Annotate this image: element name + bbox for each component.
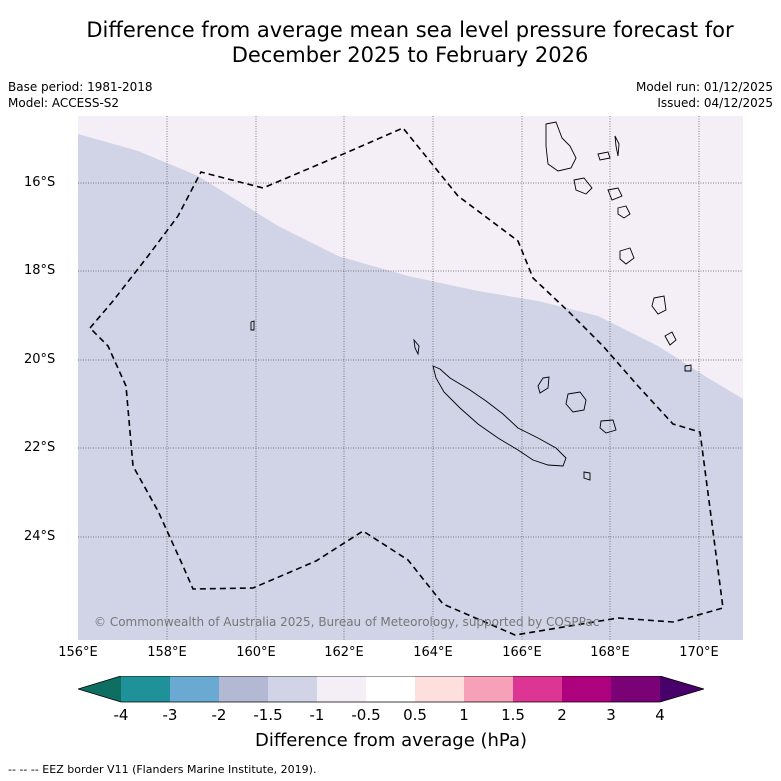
base-period: Base period: 1981-2018	[8, 80, 153, 94]
title-line-2: December 2025 to February 2026	[231, 43, 589, 67]
colorbar-bin-1-1-5	[464, 676, 513, 702]
matthew-island	[684, 364, 692, 372]
colorbar-bin-2-3	[562, 676, 611, 702]
lat-label-18s: 18°S	[24, 263, 56, 278]
colorbar-title: Difference from average (hPa)	[254, 730, 528, 751]
model-name: Model: ACCESS-S2	[8, 96, 120, 110]
colorbar-tick-minus1-5: -1.5	[253, 706, 283, 724]
colorbar-bin-0-5-1	[415, 676, 464, 702]
lat-label-24s: 24°S	[24, 529, 56, 544]
colorbar-tick-minus2: -2	[211, 706, 227, 724]
colorbar-tick-1-5: 1.5	[501, 706, 525, 724]
efate	[617, 205, 631, 219]
colorbar-tick-1: 1	[459, 706, 469, 724]
erromango	[619, 247, 635, 265]
colorbar-tick-minus4: -4	[113, 706, 129, 724]
aneityum	[664, 331, 677, 346]
colorbar-tick-minus3: -3	[162, 706, 178, 724]
colorbar-tick-0-5: 0.5	[403, 706, 427, 724]
colorbar-bin-minus1-5-minus1	[268, 676, 317, 702]
colorbar-tick-2: 2	[557, 706, 567, 724]
ile-des-pins	[583, 471, 591, 481]
map-panel: © Commonwealth of Australia 2025, Bureau…	[78, 116, 743, 640]
eez-legend-note: -- -- -- EEZ border V11 (Flanders Marine…	[8, 763, 317, 776]
lon-label-156e: 156°E	[58, 645, 98, 660]
malekula	[573, 177, 593, 195]
ambrym	[607, 187, 623, 201]
pentecost	[597, 151, 611, 161]
colorbar-outline	[78, 676, 704, 703]
lon-label-160e: 160°E	[236, 645, 276, 660]
lon-label-166e: 166°E	[502, 645, 542, 660]
meta-left: Base period: 1981-2018 Model: ACCESS-S2	[8, 79, 153, 111]
map-svg	[78, 116, 743, 640]
colorbar-bin-1-5-2	[513, 676, 562, 702]
title-line-1: Difference from average mean sea level p…	[86, 18, 734, 42]
lon-label-164e: 164°E	[413, 645, 453, 660]
colorbar-bin-minus0-5-0-5	[366, 676, 415, 702]
colorbar-tick-minus1: -1	[309, 706, 325, 724]
colorbar	[78, 676, 704, 703]
colorbar-bin-3-4	[611, 676, 660, 702]
new-caledonia-island	[432, 365, 567, 467]
colorbar-tick-4: 4	[655, 706, 665, 724]
chesterfield-reef	[250, 320, 255, 331]
lon-label-158e: 158°E	[147, 645, 187, 660]
anomaly-region-minus1	[78, 116, 743, 399]
graticule	[78, 116, 743, 640]
lon-label-168e: 168°E	[590, 645, 630, 660]
lifou-island	[565, 391, 587, 413]
lon-label-162e: 162°E	[324, 645, 364, 660]
issued-date: Issued: 04/12/2025	[657, 96, 773, 110]
espiritu-santo	[545, 121, 577, 172]
colorbar-bin-minus1-minus0-5	[317, 676, 366, 702]
colorbar-extend-low	[78, 676, 121, 702]
model-run: Model run: 01/12/2025	[635, 80, 773, 94]
lon-label-170e: 170°E	[679, 645, 719, 660]
colorbar-extend-high	[660, 676, 704, 702]
colorbar-tick-minus0-5: -0.5	[351, 706, 381, 724]
lat-label-20s: 20°S	[24, 352, 56, 367]
colorbar-tick-3: 3	[606, 706, 616, 724]
tanna	[651, 295, 667, 315]
lat-label-22s: 22°S	[24, 440, 56, 455]
colorbar-bin-minus2-minus1-5	[219, 676, 268, 702]
colorbar-bin-minus4-minus3	[121, 676, 170, 702]
ouvea-island	[537, 376, 550, 394]
meta-right: Model run: 01/12/2025 Issued: 04/12/2025	[636, 79, 773, 111]
chart-title: Difference from average mean sea level p…	[40, 18, 780, 68]
lat-label-16s: 16°S	[24, 175, 56, 190]
mare-island	[599, 419, 617, 434]
maewo	[614, 135, 620, 157]
coastlines	[250, 121, 692, 481]
copyright-notice: © Commonwealth of Australia 2025, Bureau…	[94, 615, 600, 629]
eez-border	[88, 127, 724, 636]
colorbar-bin-minus3-minus2	[170, 676, 219, 702]
belep-islands	[413, 338, 420, 356]
